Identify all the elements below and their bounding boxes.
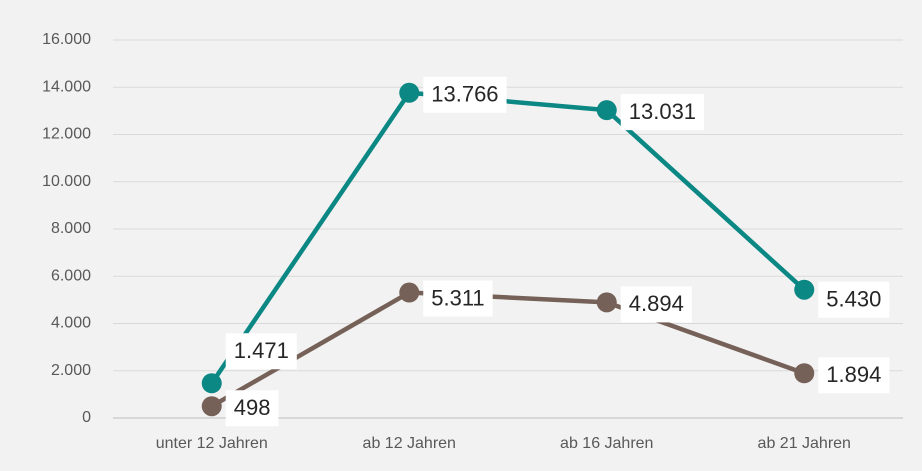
y-tick-label: 8.000 [51,220,91,237]
data-label-box [818,357,890,394]
x-tick-label: ab 12 Jahren [363,435,456,452]
data-label-box [620,286,692,323]
data-label: 4.894 [629,291,684,316]
marker [596,292,617,313]
data-label-box [225,333,297,370]
data-label: 1.471 [234,338,289,363]
y-tick-label: 4.000 [51,315,91,332]
data-label-box [423,280,493,317]
data-label: 13.766 [431,82,498,107]
marker [201,373,222,394]
marker [399,282,420,303]
marker [201,396,222,417]
data-label: 498 [234,395,271,420]
series-line [209,90,806,385]
x-tick-label: unter 12 Jahren [156,435,268,452]
y-tick-label: 2.000 [51,362,91,379]
x-tick-label: ab 16 Jahren [560,435,653,452]
data-label: 5.430 [826,287,881,312]
y-tick-label: 10.000 [42,173,91,190]
y-tick-label: 14.000 [42,78,91,95]
data-label-box [225,390,279,427]
marker [794,279,815,300]
marker [596,100,617,121]
series-line [210,290,806,409]
y-tick-label: 6.000 [51,267,91,284]
y-tick-label: 16.000 [42,31,91,48]
data-label: 1.894 [826,362,881,387]
x-tick-label: ab 21 Jahren [758,435,851,452]
data-label: 13.031 [629,99,696,124]
data-label-box [818,281,890,318]
marker [399,82,420,103]
data-label-box [620,94,705,131]
data-label-box [423,76,507,113]
y-tick-label: 12.000 [42,126,91,143]
marker [794,363,815,384]
data-label: 5.311 [431,285,484,310]
y-tick-label: 0 [82,409,91,426]
